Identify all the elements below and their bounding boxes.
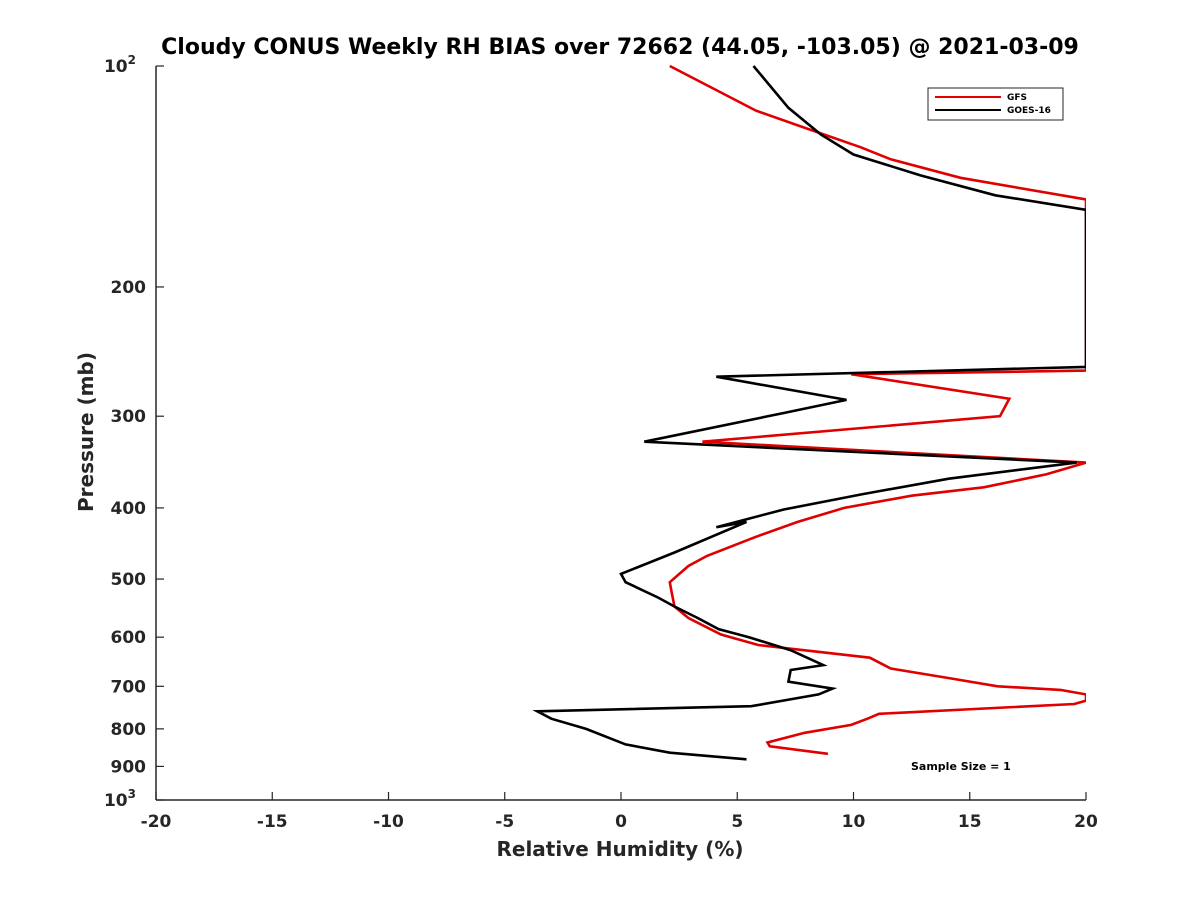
- y-tick-label: 200: [111, 278, 147, 298]
- axes-layer: -20 -15 -10 -5 0 5 10 15 20 102 200 300 400 500 600 700…: [104, 53, 1098, 832]
- x-tick-label: 15: [958, 812, 982, 832]
- series-line-gfs: [668, 64, 1086, 756]
- x-axis-label: Relative Humidity (%): [496, 837, 743, 861]
- y-tick-label: 700: [111, 677, 147, 697]
- x-tick-label: -10: [373, 812, 404, 832]
- x-tick-label: 0: [615, 812, 627, 832]
- x-tick-label: -15: [257, 812, 288, 832]
- legend-label-goes16: GOES-16: [1007, 106, 1051, 116]
- series-layer: [532, 64, 1086, 761]
- y-tick-label: 600: [111, 628, 147, 648]
- y-tick-label: 103: [104, 787, 136, 811]
- y-tick-label: 300: [111, 407, 147, 427]
- chart-title: Cloudy CONUS Weekly RH BIAS over 72662 (…: [161, 35, 1079, 60]
- y-tick-label: 400: [111, 499, 147, 519]
- x-tick-label: -5: [495, 812, 514, 832]
- y-tick-label: 800: [111, 720, 147, 740]
- x-tick-label: 5: [731, 812, 743, 832]
- legend-label-gfs: GFS: [1007, 93, 1027, 103]
- x-tick-label: 20: [1074, 812, 1098, 832]
- y-tick-label: 500: [111, 570, 147, 590]
- legend: GFS GOES-16: [927, 87, 1064, 121]
- y-tick-label: 900: [111, 757, 147, 777]
- series-line-goes-16: [532, 65, 1086, 761]
- legend-box: [927, 87, 1064, 121]
- y-axis-label: Pressure (mb): [74, 352, 98, 512]
- y-tick-label: 102: [104, 53, 136, 77]
- x-tick-label: 10: [842, 812, 866, 832]
- x-tick-label: -20: [141, 812, 172, 832]
- sample-size-annotation: Sample Size = 1: [911, 760, 1011, 773]
